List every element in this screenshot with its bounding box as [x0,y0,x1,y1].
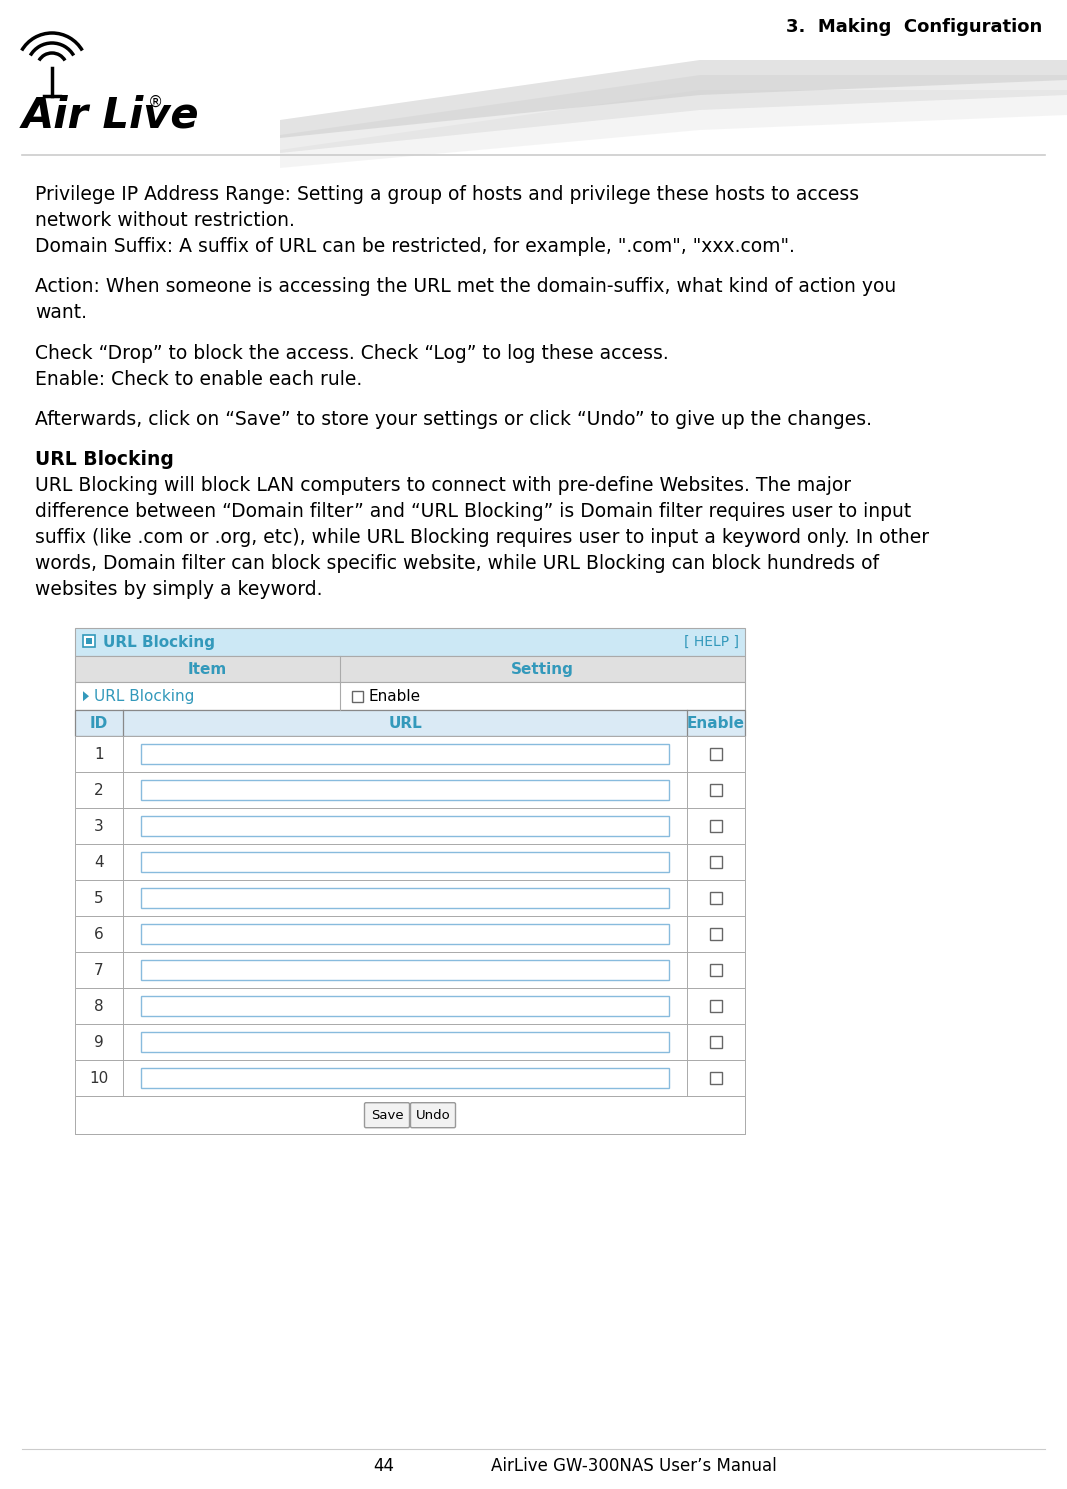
Bar [141,780,669,800]
Text: Enable: Check to enable each rule.: Enable: Check to enable each rule. [35,369,363,389]
Text: Save: Save [370,1109,403,1121]
Bar [141,1068,669,1088]
Polygon shape [280,60,1067,138]
Bar [75,1024,745,1060]
Bar [141,960,669,980]
FancyBboxPatch shape [411,1103,456,1127]
Polygon shape [280,74,1067,153]
Bar [75,809,745,844]
Bar [75,989,745,1024]
Text: URL Blocking will block LAN computers to connect with pre-define Websites. The m: URL Blocking will block LAN computers to… [35,476,851,496]
Bar [710,1072,722,1084]
Text: Enable: Enable [687,716,745,731]
Bar [710,965,722,977]
Text: URL Blocking: URL Blocking [35,450,174,469]
Text: URL: URL [388,716,421,731]
Text: Enable: Enable [369,689,420,704]
Bar [141,744,669,764]
Bar [710,856,722,868]
Bar [141,816,669,837]
Bar [75,657,745,682]
Text: URL Blocking: URL Blocking [94,689,194,704]
Text: want.: want. [35,304,87,322]
Text: 44: 44 [373,1458,394,1476]
Bar [86,639,92,645]
Bar [75,844,745,880]
Bar [75,682,745,710]
Text: 5: 5 [94,890,103,905]
Text: difference between “Domain filter” and “URL Blocking” is Domain filter requires : difference between “Domain filter” and “… [35,502,911,521]
Text: AirLive GW-300NAS User’s Manual: AirLive GW-300NAS User’s Manual [491,1458,777,1476]
Bar [710,1001,722,1013]
Bar [75,628,745,657]
Bar [710,1036,722,1048]
Bar [75,951,745,989]
Polygon shape [83,691,89,701]
Bar [141,1032,669,1053]
Text: 7: 7 [94,963,103,978]
Bar [75,710,745,736]
Text: 2: 2 [94,783,103,798]
Bar [710,820,722,832]
Text: [ HELP ]: [ HELP ] [684,636,739,649]
Text: 1: 1 [94,746,103,762]
Bar [83,636,95,648]
Text: Air Live: Air Live [22,95,200,137]
Text: 4: 4 [94,855,103,870]
Text: Domain Suffix: A suffix of URL can be restricted, for example, ".com", "xxx.com": Domain Suffix: A suffix of URL can be re… [35,237,795,256]
Text: Setting: Setting [511,661,574,676]
Bar [75,916,745,951]
Text: Privilege IP Address Range: Setting a group of hosts and privilege these hosts t: Privilege IP Address Range: Setting a gr… [35,185,859,204]
Bar [75,880,745,916]
FancyBboxPatch shape [365,1103,410,1127]
Polygon shape [280,89,1067,168]
Text: 3: 3 [94,819,103,834]
Bar [710,928,722,940]
Text: Afterwards, click on “Save” to store your settings or click “Undo” to give up th: Afterwards, click on “Save” to store you… [35,409,872,429]
Text: URL Blocking: URL Blocking [103,634,214,649]
Text: ®: ® [148,95,163,110]
Bar [710,747,722,761]
Text: 10: 10 [90,1071,109,1085]
Bar [352,691,363,701]
Bar [141,889,669,908]
Text: 3.  Making  Configuration: 3. Making Configuration [785,18,1042,36]
Text: websites by simply a keyword.: websites by simply a keyword. [35,581,322,599]
Text: 6: 6 [94,926,103,941]
Bar [710,892,722,904]
Text: Check “Drop” to block the access. Check “Log” to log these access.: Check “Drop” to block the access. Check … [35,344,669,363]
Bar [75,1096,745,1135]
Bar [141,925,669,944]
Text: network without restriction.: network without restriction. [35,211,294,229]
Bar [141,852,669,873]
Text: Undo: Undo [416,1109,450,1121]
Text: 9: 9 [94,1035,103,1050]
Text: suffix (like .com or .org, etc), while URL Blocking requires user to input a key: suffix (like .com or .org, etc), while U… [35,529,929,546]
Text: Item: Item [188,661,227,676]
Bar [75,736,745,773]
Bar [141,996,669,1015]
Bar [710,785,722,797]
Bar [75,773,745,809]
Bar [75,1060,745,1096]
Text: ID: ID [90,716,108,731]
Text: words, Domain filter can block specific website, while URL Blocking can block hu: words, Domain filter can block specific … [35,554,879,573]
Text: Action: When someone is accessing the URL met the domain-suffix, what kind of ac: Action: When someone is accessing the UR… [35,277,896,296]
Text: 8: 8 [94,999,103,1014]
